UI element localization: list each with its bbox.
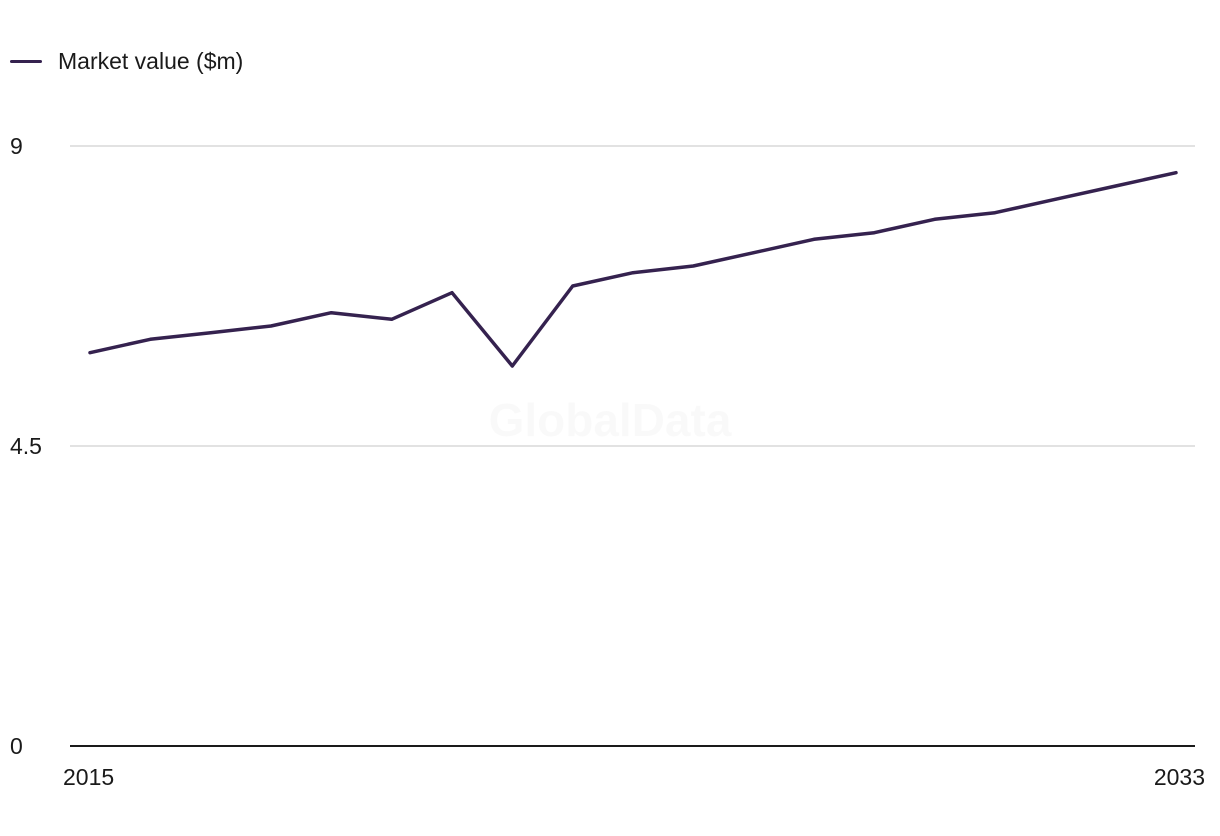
series-line-0 bbox=[88, 170, 1178, 368]
data-point-2018 bbox=[269, 324, 273, 328]
data-point-2026 bbox=[752, 251, 756, 255]
data-point-2031 bbox=[1053, 197, 1057, 201]
x-tick-label-last: 2033 bbox=[1154, 764, 1205, 790]
watermark: GlobalData bbox=[489, 394, 732, 446]
data-point-2022 bbox=[510, 364, 514, 368]
data-point-2021 bbox=[450, 291, 454, 295]
data-point-2028 bbox=[872, 231, 876, 235]
data-point-2023 bbox=[571, 284, 575, 288]
data-point-2016 bbox=[148, 337, 152, 341]
legend-line-swatch bbox=[10, 59, 42, 63]
y-tick-label-1: 4.5 bbox=[10, 433, 42, 459]
x-tick-label-first: 2015 bbox=[63, 764, 114, 790]
y-tick-label-2: 9 bbox=[10, 133, 23, 159]
data-point-2030 bbox=[993, 211, 997, 215]
data-point-2017 bbox=[209, 331, 213, 335]
data-point-2020 bbox=[390, 317, 394, 321]
data-point-2025 bbox=[691, 264, 695, 268]
y-axis-tick-labels: 04.59 bbox=[10, 133, 42, 759]
legend-label: Market value ($m) bbox=[58, 47, 244, 74]
data-point-2019 bbox=[329, 311, 333, 315]
y-tick-label-0: 0 bbox=[10, 733, 23, 759]
data-point-2015 bbox=[88, 351, 92, 355]
data-point-2029 bbox=[933, 217, 937, 221]
data-point-2032 bbox=[1114, 184, 1118, 188]
data-point-2033 bbox=[1174, 171, 1178, 175]
legend: Market value ($m) bbox=[10, 46, 243, 76]
data-point-2027 bbox=[812, 237, 816, 241]
x-axis-tick-labels: 2015 2033 bbox=[63, 764, 1205, 790]
series-group bbox=[88, 170, 1178, 368]
data-point-2024 bbox=[631, 271, 635, 275]
gridlines bbox=[70, 145, 1195, 447]
